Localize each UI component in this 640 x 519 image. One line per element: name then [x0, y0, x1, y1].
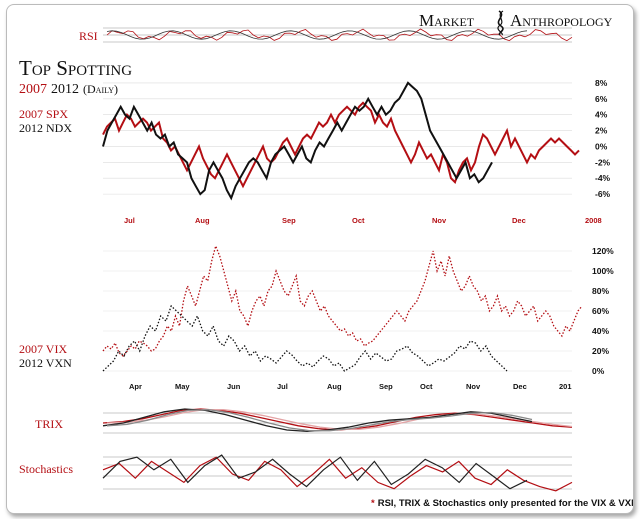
chart-title: Top Spotting [19, 56, 132, 80]
mid-x-tick: Dec [513, 382, 527, 391]
trix-panel [102, 408, 573, 434]
subtitle-year-2012: 2012 [51, 82, 79, 97]
mid-y-tick: 120% [592, 246, 614, 256]
vxn-2012-line [102, 304, 508, 372]
top-x-tick: Dec [512, 216, 526, 225]
subtitle-year-2007: 2007 [19, 82, 47, 97]
stochastics-line-2012 [102, 454, 528, 490]
chart-frame: RSI Market Anthropology Top Spotting 200… [6, 4, 634, 514]
mid-x-tick: Aug [327, 382, 342, 391]
top-x-tick: Sep [282, 216, 296, 225]
footnote: * RSI, TRIX & Stochastics only presented … [371, 498, 633, 509]
chart-canvas: RSI Market Anthropology Top Spotting 200… [19, 10, 633, 509]
mid-x-tick: Sep [379, 382, 393, 391]
brand-right: Anthropology [510, 11, 613, 30]
trix-label: TRIX [35, 417, 63, 431]
vix-2007-line [102, 243, 583, 357]
mid-x-tick: Jun [227, 382, 241, 391]
top-y-tick: 2% [595, 126, 608, 136]
mid-y-tick: 60% [592, 306, 609, 316]
mid-x-tick: Nov [466, 382, 481, 391]
top-y-tick: -6% [595, 189, 611, 199]
brand-logo: Market Anthropology [419, 10, 613, 36]
top-y-tick: 4% [595, 110, 608, 120]
ndx-2012-line [102, 81, 493, 201]
brand-left: Market [419, 11, 475, 30]
top-panel: 8% 6% 4% 2% 0% -2% -4% -6% Jul Aug Sep Oct Nov Dec 20… [102, 78, 611, 225]
stochastics-line-2007 [102, 456, 573, 492]
legend-spx: 2007 SPX [19, 107, 68, 121]
trix-line-2007 [102, 408, 573, 431]
mid-x-tick: Oct [420, 382, 433, 391]
top-y-tick: 6% [595, 94, 608, 104]
trix-signal-2012 [106, 409, 533, 432]
mid-y-tick: 40% [592, 326, 609, 336]
legend-vix: 2007 VIX [19, 342, 67, 356]
mid-x-tick: Apr [129, 382, 142, 391]
top-y-tick: -2% [595, 157, 611, 167]
chart-subtitle: 2007 2012 (Daily) [19, 82, 118, 97]
rsi-panel: RSI [79, 27, 573, 43]
top-x-tick: Aug [195, 216, 210, 225]
rsi-line-2007 [106, 28, 573, 42]
middle-panel: 120% 100% 80% 60% 40% 20% 0% Apr May Jun Jul Aug Se… [102, 243, 614, 391]
stochastics-label: Stochastics [19, 462, 73, 476]
mid-y-tick: 20% [592, 346, 609, 356]
top-y-tick: -4% [595, 173, 611, 183]
legend-ndx: 2012 NDX [19, 121, 72, 135]
subtitle-tail: (Daily) [83, 82, 118, 96]
rsi-label: RSI [79, 29, 98, 43]
dna-helix-icon [497, 10, 504, 36]
mid-y-tick: 80% [592, 286, 609, 296]
mid-y-tick: 0% [592, 366, 605, 376]
mid-x-tick: 201 [559, 382, 572, 391]
top-y-tick: 0% [595, 141, 608, 151]
legend-vxn: 2012 VXN [19, 356, 72, 370]
stochastics-panel [102, 454, 573, 492]
spx-2007-line [102, 101, 580, 189]
mid-y-tick: 100% [592, 266, 614, 276]
top-x-tick: 2008 [585, 216, 602, 225]
footnote-text: RSI, TRIX & Stochastics only presented f… [378, 498, 633, 509]
mid-x-tick: Jul [277, 382, 288, 391]
top-x-tick: Nov [432, 216, 447, 225]
top-x-tick: Oct [352, 216, 365, 225]
top-y-tick: 8% [595, 78, 608, 88]
footnote-star: * [371, 498, 375, 509]
top-x-tick: Jul [124, 216, 135, 225]
mid-x-tick: May [175, 382, 190, 391]
rsi-line-2012 [106, 30, 528, 40]
